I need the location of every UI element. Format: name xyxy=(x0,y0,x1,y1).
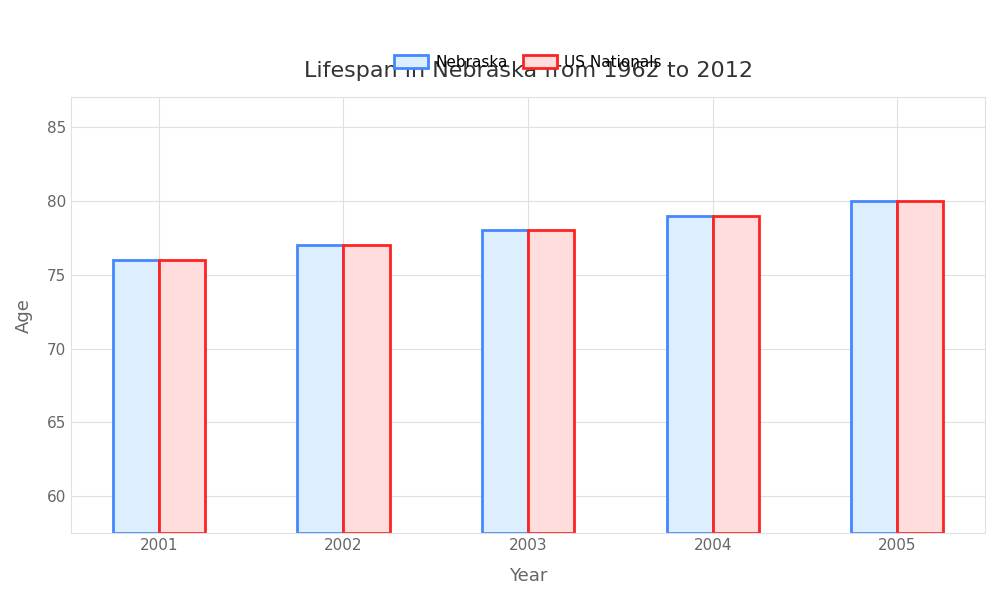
Y-axis label: Age: Age xyxy=(15,298,33,333)
Bar xyxy=(851,201,897,533)
Bar xyxy=(297,245,343,533)
Bar xyxy=(482,230,528,533)
Title: Lifespan in Nebraska from 1962 to 2012: Lifespan in Nebraska from 1962 to 2012 xyxy=(304,61,753,80)
Bar xyxy=(159,260,205,533)
Bar xyxy=(528,230,574,533)
Bar xyxy=(113,260,159,533)
Bar xyxy=(897,201,943,533)
Bar xyxy=(667,215,713,533)
Legend: Nebraska, US Nationals: Nebraska, US Nationals xyxy=(388,49,668,76)
Bar xyxy=(713,215,759,533)
X-axis label: Year: Year xyxy=(509,567,547,585)
Bar xyxy=(343,245,390,533)
